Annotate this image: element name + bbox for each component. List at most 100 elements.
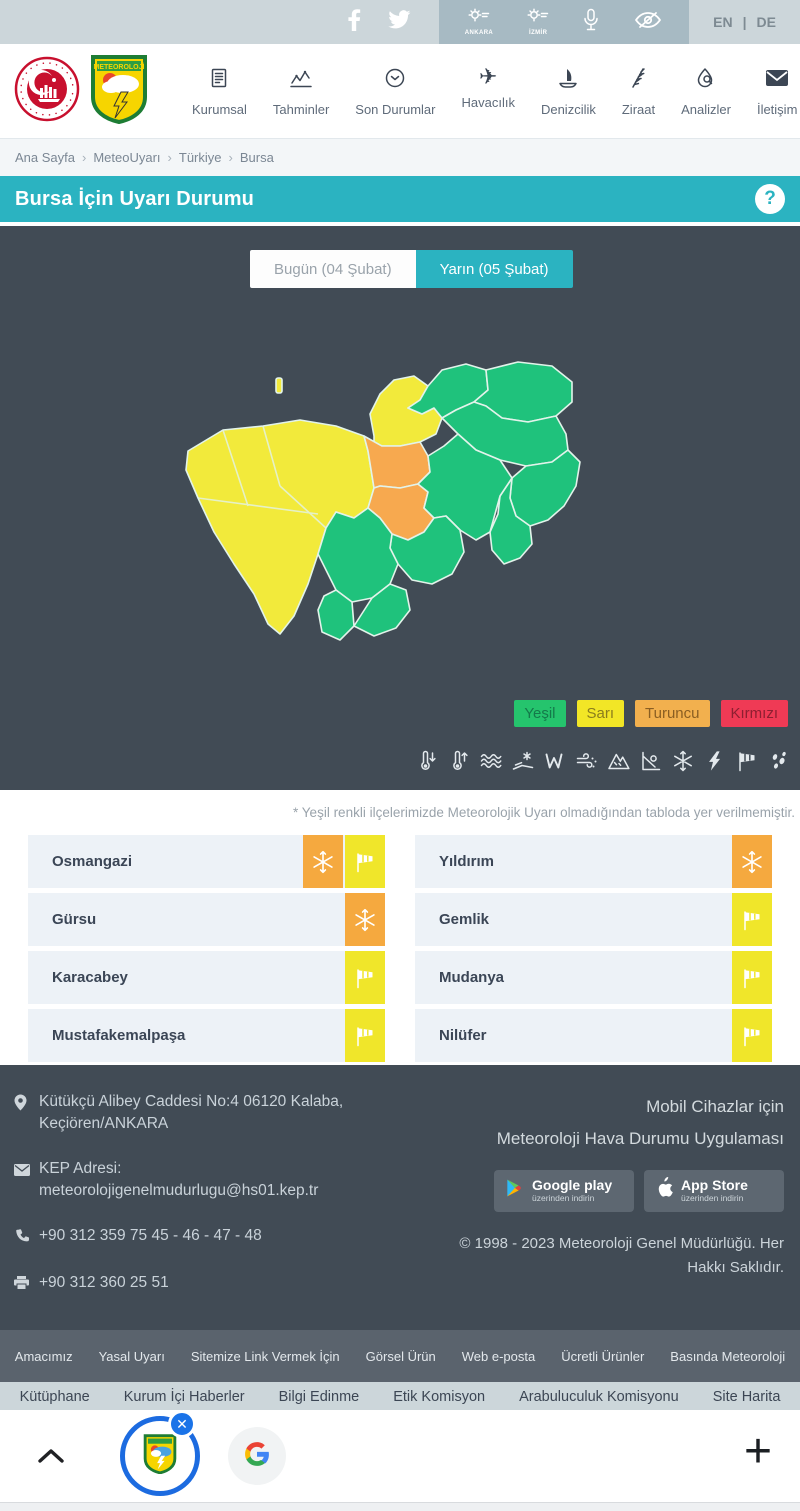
link-gorsel-urun[interactable]: Görsel Ürün bbox=[365, 1348, 436, 1364]
nav-denizcilik[interactable]: Denizcilik bbox=[541, 66, 596, 117]
district-name: Yıldırım bbox=[439, 853, 495, 870]
twitter-icon[interactable] bbox=[387, 9, 411, 35]
breadcrumb-meteouyari[interactable]: MeteoUyarı bbox=[93, 150, 161, 165]
accessibility-eye-icon[interactable] bbox=[633, 10, 663, 35]
city-label: ANKARA bbox=[464, 30, 494, 36]
nav-label: Tahminler bbox=[272, 101, 330, 117]
nav-kurumsal[interactable]: Kurumsal bbox=[192, 66, 247, 117]
link-bilgi-edinme[interactable]: Bilgi Edinme bbox=[278, 1389, 360, 1405]
rain-icon[interactable] bbox=[766, 748, 792, 774]
copyright: © 1998 - 2023 Meteoroloji Genel Müdürlüğ… bbox=[459, 1234, 784, 1276]
snow-warning-icon[interactable] bbox=[732, 835, 772, 888]
breadcrumb-separator: › bbox=[82, 150, 87, 165]
strong-wind-icon[interactable] bbox=[734, 748, 760, 774]
map-district bbox=[275, 377, 283, 394]
wind-warning-icon[interactable] bbox=[345, 951, 385, 1004]
nav-label: Son Durumlar bbox=[355, 101, 436, 117]
wind-warning-icon[interactable] bbox=[732, 1009, 772, 1062]
district-name: Osmangazi bbox=[52, 853, 133, 870]
nav-iletisim[interactable]: İletişim bbox=[757, 66, 797, 117]
breadcrumb-home[interactable]: Ana Sayfa bbox=[15, 150, 75, 165]
lang-de[interactable]: DE bbox=[756, 14, 776, 30]
table-row: Yıldırım bbox=[415, 835, 772, 888]
table-row: Gemlik bbox=[415, 893, 772, 946]
snow-warning-icon[interactable] bbox=[345, 893, 385, 946]
mobile-app-text: Mobil Cihazlar için bbox=[646, 1097, 784, 1116]
link-site-haritasi[interactable]: Site Harita bbox=[712, 1389, 781, 1405]
link-sitemize-link[interactable]: Sitemize Link Vermek İçin bbox=[190, 1348, 340, 1364]
warning-legend: Yeşil Sarı Turuncu Kırmızı bbox=[514, 700, 788, 727]
new-tab-button[interactable]: + bbox=[743, 1425, 772, 1478]
avalanche-icon[interactable] bbox=[606, 748, 632, 774]
weather-widget-ankara[interactable]: ANKARA bbox=[465, 8, 493, 36]
chevron-up-icon[interactable] bbox=[34, 1446, 68, 1471]
agricultural-frost-icon[interactable] bbox=[510, 748, 536, 774]
close-tab-icon[interactable]: ✕ bbox=[168, 1410, 196, 1438]
weather-widget-izmir[interactable]: İZMİR bbox=[527, 8, 549, 36]
sailboat-icon bbox=[556, 66, 580, 95]
link-yasal-uyari[interactable]: Yasal Uyarı bbox=[98, 1348, 165, 1364]
legend-orange: Turuncu bbox=[635, 700, 710, 727]
district-name: Nilüfer bbox=[439, 1027, 487, 1044]
link-basinda-meteoroloji[interactable]: Basında Meteoroloji bbox=[670, 1348, 786, 1364]
nav-havacilik[interactable]: ✈ Havacılık bbox=[461, 65, 514, 117]
page-title: Bursa İçin Uyarı Durumu bbox=[15, 187, 255, 210]
link-etik-komisyon[interactable]: Etik Komisyon bbox=[393, 1389, 486, 1405]
link-amacimiz[interactable]: Amacımız bbox=[14, 1348, 73, 1364]
wind-warning-icon[interactable] bbox=[732, 951, 772, 1004]
browser-bottom-strip bbox=[0, 1502, 800, 1511]
logo-text: METEOROLOJİ bbox=[94, 63, 145, 71]
nav-label: İletişim bbox=[756, 101, 798, 117]
legend-red: Kırmızı bbox=[720, 700, 788, 727]
help-icon[interactable]: ? bbox=[755, 184, 785, 214]
link-kutuphane[interactable]: Kütüphane bbox=[19, 1389, 90, 1405]
app-store-badge[interactable]: App Store üzerinden indirin bbox=[644, 1169, 784, 1212]
nav-label: Analizler bbox=[681, 101, 731, 117]
wind-warning-icon[interactable] bbox=[345, 835, 385, 888]
google-tab-thumbnail[interactable] bbox=[228, 1427, 286, 1485]
microphone-icon[interactable] bbox=[583, 8, 599, 37]
nav-ziraat[interactable]: Ziraat bbox=[622, 66, 655, 117]
breadcrumb-separator: › bbox=[228, 150, 233, 165]
tab-today[interactable]: Bugün (04 Şubat) bbox=[250, 250, 416, 288]
warning-map-panel: Bugün (04 Şubat) Yarın (05 Şubat) bbox=[0, 222, 800, 790]
low-temperature-icon[interactable] bbox=[414, 748, 440, 774]
flood-icon[interactable] bbox=[542, 748, 568, 774]
lang-separator: | bbox=[742, 14, 747, 30]
rough-sea-icon[interactable] bbox=[478, 748, 504, 774]
nav-tahminler[interactable]: Tahminler bbox=[273, 66, 329, 117]
map-district bbox=[417, 433, 513, 541]
google-play-icon bbox=[504, 1177, 524, 1204]
browser-tab-bar: ✕ + bbox=[0, 1410, 800, 1511]
meteoroloji-shield-logo[interactable]: METEOROLOJİ bbox=[90, 54, 148, 129]
district-name: Gemlik bbox=[439, 911, 490, 928]
wind-warning-icon[interactable] bbox=[732, 893, 772, 946]
nav-analizler[interactable]: Analizler bbox=[681, 66, 731, 117]
bursa-district-map[interactable] bbox=[168, 356, 588, 661]
thunderstorm-icon[interactable] bbox=[702, 748, 728, 774]
lang-en[interactable]: EN bbox=[713, 14, 733, 30]
tab-tomorrow[interactable]: Yarın (05 Şubat) bbox=[415, 250, 573, 288]
link-ucretli-urunler[interactable]: Ücretli Ürünler bbox=[561, 1348, 645, 1364]
blowing-snow-icon[interactable] bbox=[574, 748, 600, 774]
link-arabuluculuk-komisyonu[interactable]: Arabuluculuk Komisyonu bbox=[519, 1389, 679, 1405]
breadcrumb-bursa[interactable]: Bursa bbox=[239, 150, 274, 165]
landslide-icon[interactable] bbox=[638, 748, 664, 774]
city-label: İZMİR bbox=[529, 30, 548, 36]
breadcrumb-turkiye[interactable]: Türkiye bbox=[178, 150, 222, 165]
snow-icon[interactable] bbox=[670, 748, 696, 774]
snow-warning-icon[interactable] bbox=[303, 835, 343, 888]
wind-warning-icon[interactable] bbox=[345, 1009, 385, 1062]
high-temperature-icon[interactable] bbox=[446, 748, 472, 774]
district-name: Mudanya bbox=[439, 969, 505, 986]
footer-kep: KEP Adresi: meteorolojigenelmudurlugu@hs0… bbox=[39, 1159, 319, 1200]
link-kurum-ici-haberler[interactable]: Kurum İçi Haberler bbox=[123, 1389, 245, 1405]
nav-son-durumlar[interactable]: Son Durumlar bbox=[355, 66, 435, 117]
link-web-eposta[interactable]: Web e-posta bbox=[461, 1348, 536, 1364]
table-row: Gürsu bbox=[28, 893, 385, 946]
government-seal-logo[interactable] bbox=[14, 56, 80, 127]
google-play-badge[interactable]: Google play üzerinden indirin bbox=[494, 1169, 634, 1212]
facebook-icon[interactable] bbox=[348, 8, 361, 36]
envelope-icon bbox=[14, 1161, 30, 1183]
map-district bbox=[317, 589, 355, 641]
